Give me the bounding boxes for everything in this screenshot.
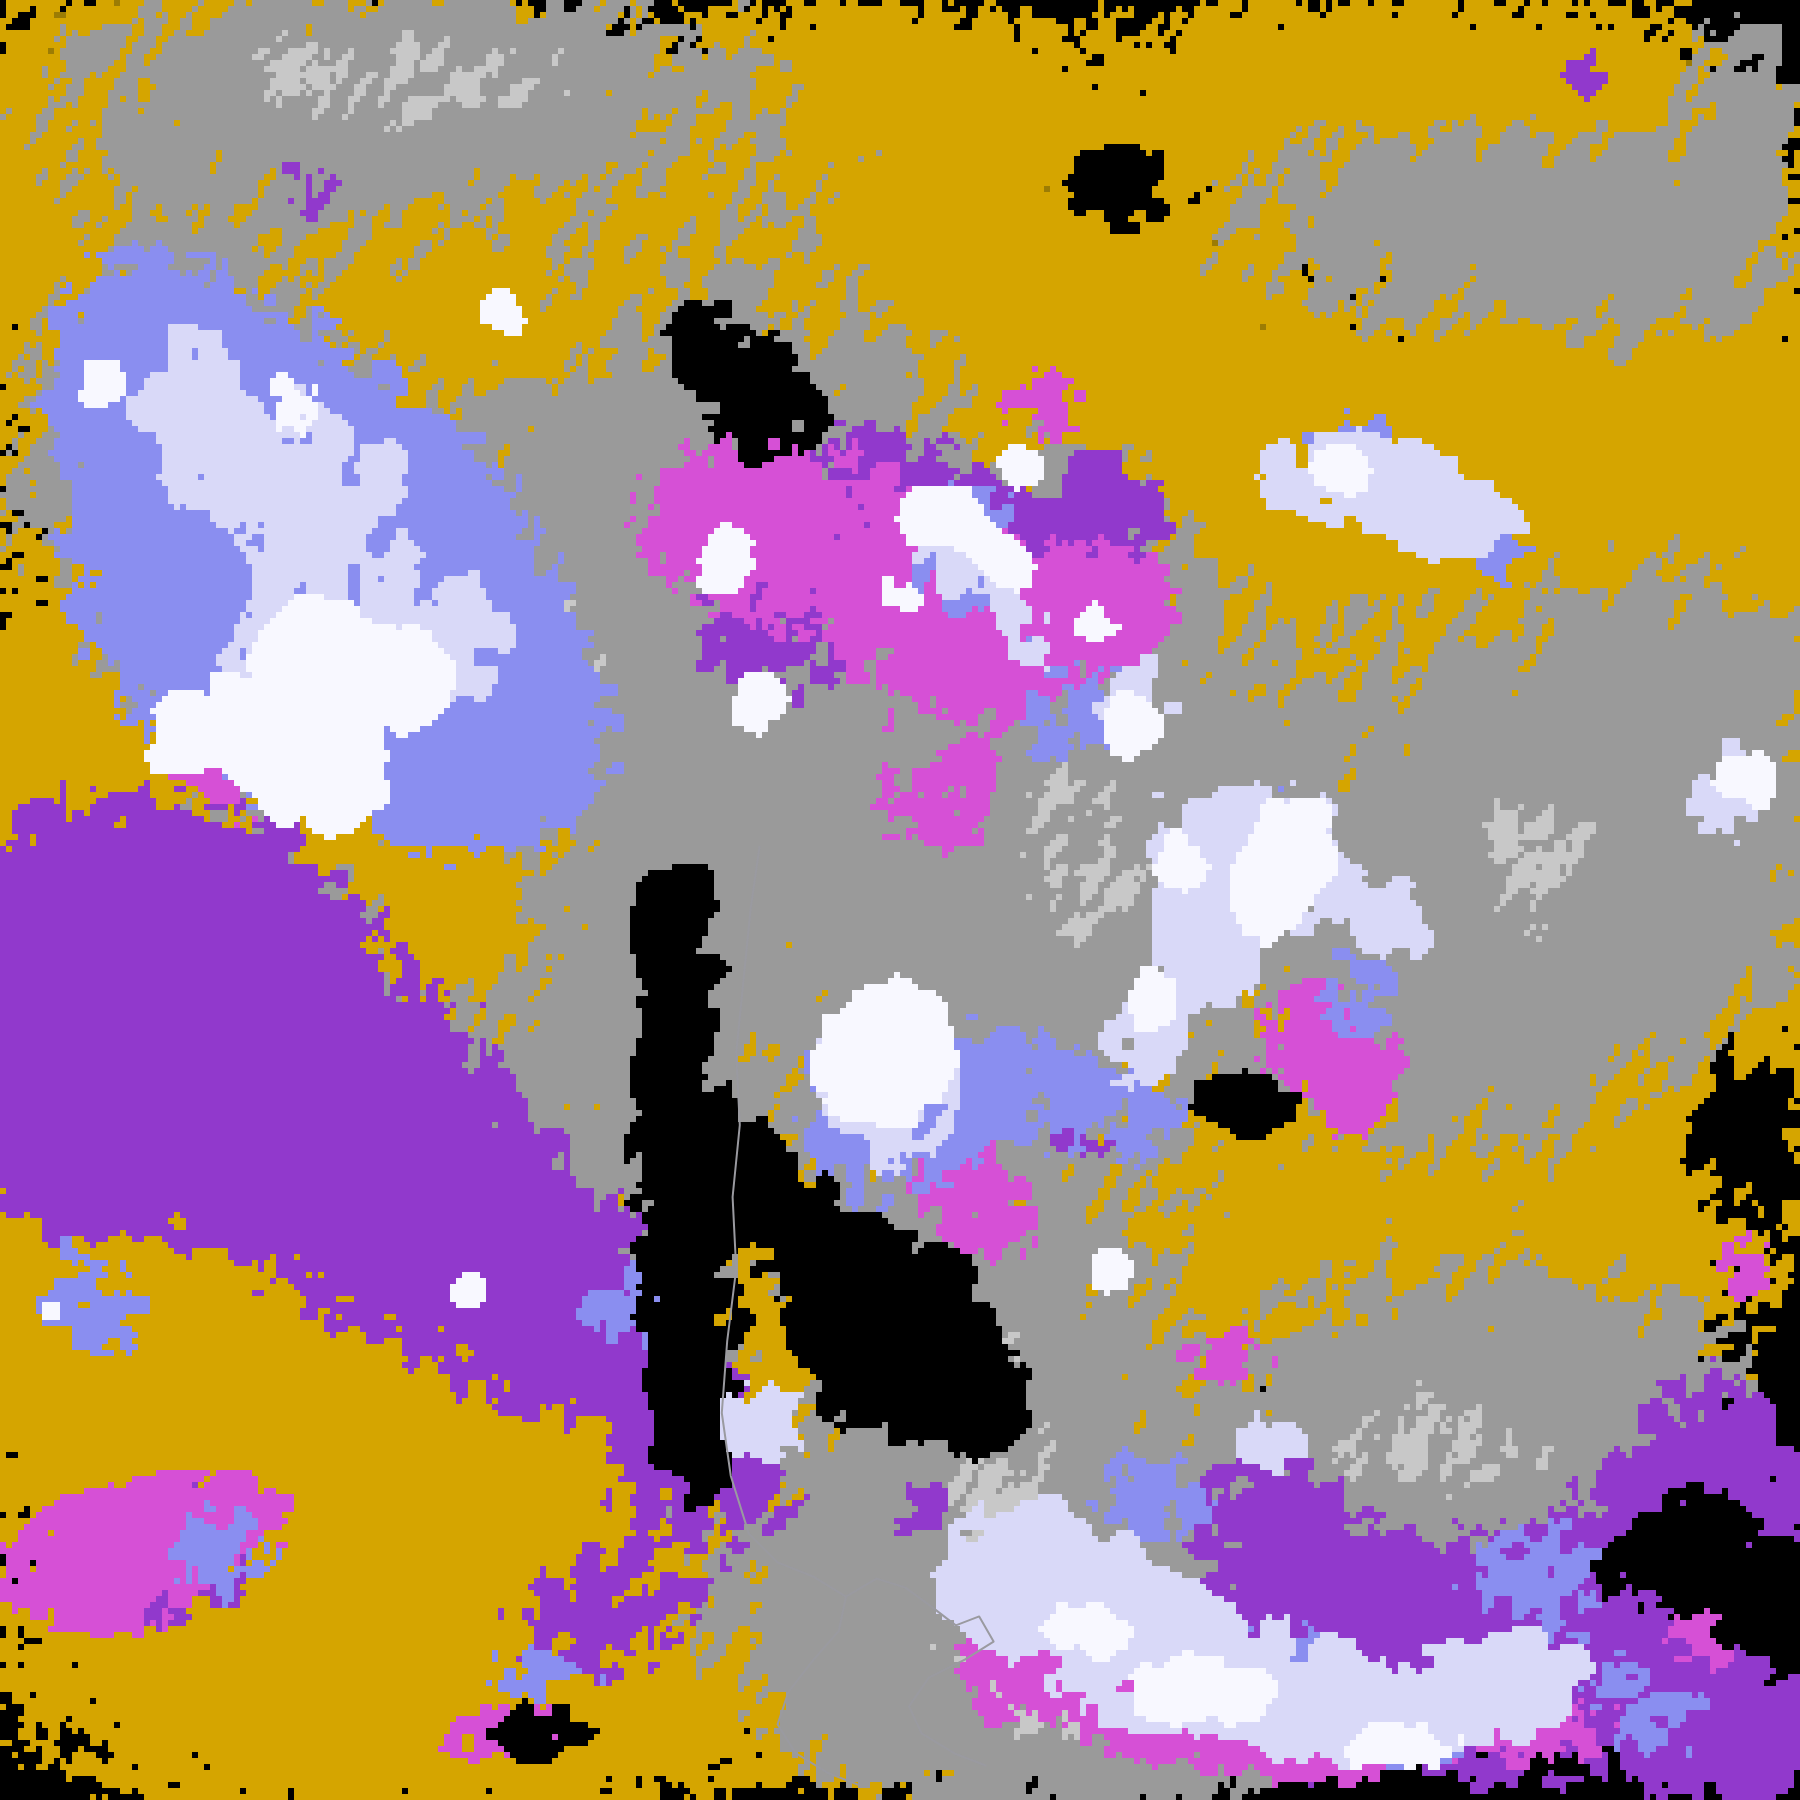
satellite-image (0, 0, 1800, 1800)
satellite-image-canvas (0, 0, 1800, 1800)
